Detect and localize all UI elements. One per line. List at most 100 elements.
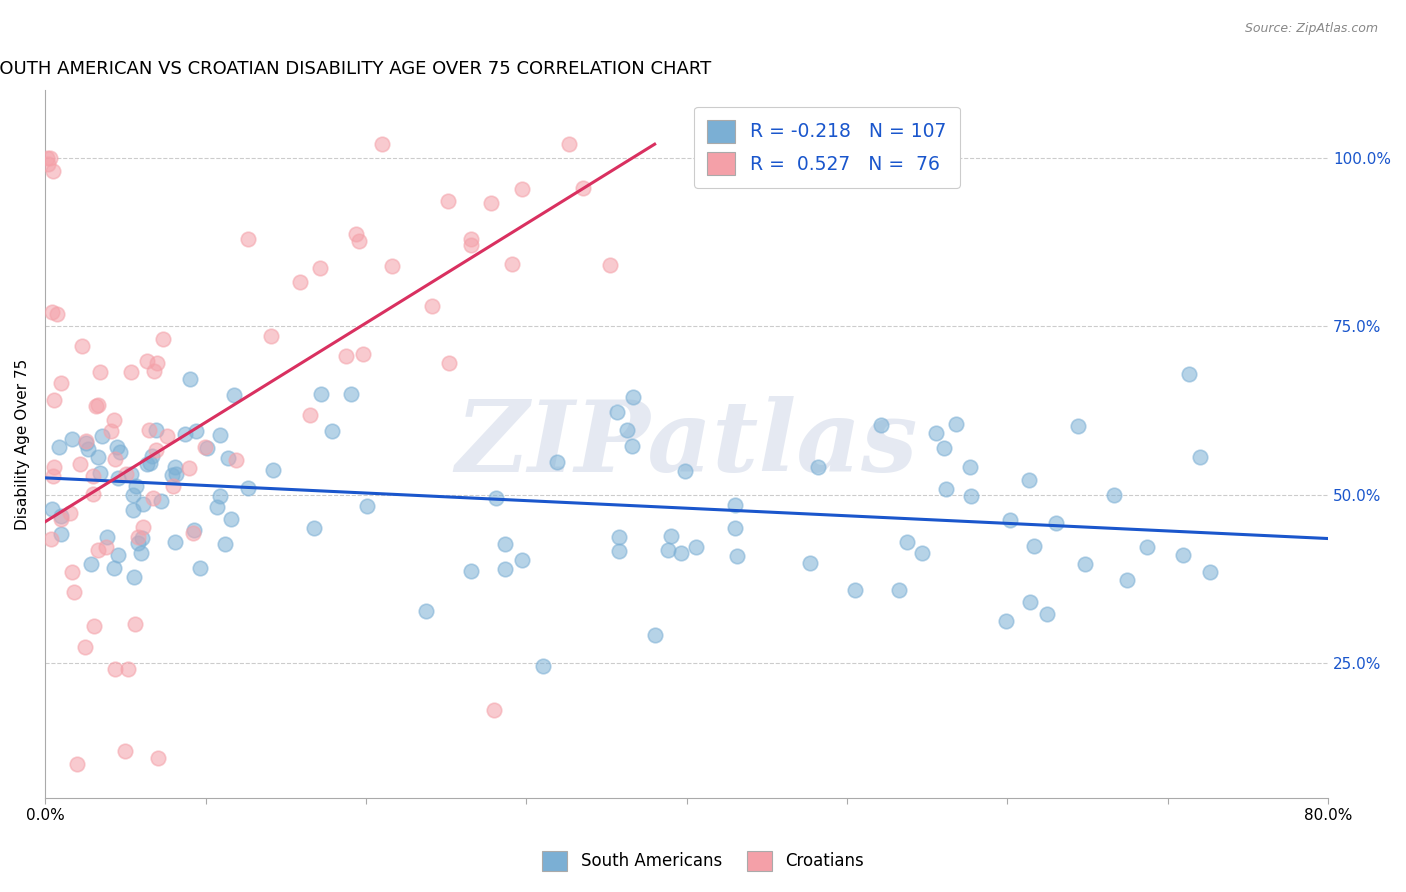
Point [309, 386, 332, 401]
Point [58, 506, 80, 520]
Point [42, 459, 65, 474]
Point [75, 640, 97, 654]
Point [42, 469, 65, 483]
Point [1018, 595, 1040, 609]
Point [152, 332, 174, 346]
Point [87, 543, 110, 558]
Point [163, 460, 186, 475]
Point [460, 237, 482, 252]
Point [420, 300, 443, 314]
Point [49, 376, 72, 391]
Point [188, 560, 211, 574]
Point [1036, 607, 1059, 622]
Point [304, 521, 326, 535]
Point [122, 502, 145, 516]
Point [96, 530, 118, 544]
Text: Source: ZipAtlas.com: Source: ZipAtlas.com [1244, 22, 1378, 36]
Point [107, 470, 129, 484]
Point [501, 257, 523, 271]
Point [66, 757, 89, 772]
Point [100, 424, 122, 438]
Point [352, 347, 374, 361]
Point [145, 443, 167, 458]
Point [669, 547, 692, 561]
Point [120, 467, 142, 482]
Point [62, 585, 84, 599]
Point [83, 618, 105, 632]
Point [657, 543, 679, 558]
Point [114, 467, 136, 481]
Point [1136, 540, 1159, 554]
Point [82, 469, 104, 483]
Point [76, 442, 98, 456]
Point [222, 388, 245, 402]
Point [104, 451, 127, 466]
Point [37, 157, 59, 171]
Point [46, 307, 69, 321]
Point [344, 227, 367, 242]
Point [145, 424, 167, 438]
Point [108, 445, 131, 459]
Point [150, 494, 173, 508]
Point [236, 232, 259, 246]
Point [41, 305, 63, 319]
Point [145, 356, 167, 370]
Point [141, 449, 163, 463]
Point [299, 408, 322, 422]
Point [1189, 450, 1212, 465]
Point [724, 521, 747, 535]
Point [82, 487, 104, 501]
Point [1115, 573, 1137, 587]
Point [599, 259, 621, 273]
Point [1171, 548, 1194, 562]
Point [87, 450, 110, 464]
Point [219, 512, 242, 526]
Point [725, 549, 748, 563]
Point [143, 364, 166, 378]
Point [120, 365, 142, 379]
Point [42, 164, 65, 178]
Point [49, 512, 72, 526]
Point [179, 372, 201, 386]
Point [183, 524, 205, 538]
Point [60, 565, 83, 579]
Point [124, 570, 146, 584]
Point [1178, 368, 1201, 382]
Point [214, 536, 236, 550]
Point [69, 457, 91, 471]
Point [724, 498, 747, 512]
Point [136, 354, 159, 368]
Point [309, 260, 332, 275]
Point [621, 390, 644, 404]
Point [60, 432, 83, 446]
Point [114, 744, 136, 758]
Point [195, 442, 218, 456]
Point [935, 482, 957, 496]
Point [87, 398, 110, 412]
Point [129, 546, 152, 560]
Point [546, 455, 568, 469]
Point [75, 434, 97, 449]
Point [39, 533, 62, 547]
Point [1022, 539, 1045, 553]
Point [844, 583, 866, 598]
Point [86, 399, 108, 413]
Point [607, 530, 630, 544]
Point [807, 459, 830, 474]
Point [122, 488, 145, 502]
Point [103, 561, 125, 575]
Point [799, 556, 821, 570]
Point [1018, 473, 1040, 487]
Y-axis label: Disability Age Over 75: Disability Age Over 75 [15, 359, 30, 530]
Point [460, 231, 482, 245]
Point [127, 535, 149, 549]
Point [131, 497, 153, 511]
Point [49, 527, 72, 541]
Point [371, 137, 394, 152]
Text: SOUTH AMERICAN VS CROATIAN DISABILITY AGE OVER 75 CORRELATION CHART: SOUTH AMERICAN VS CROATIAN DISABILITY AG… [0, 60, 711, 78]
Point [135, 457, 157, 471]
Point [673, 464, 696, 478]
Point [146, 750, 169, 764]
Point [925, 426, 948, 441]
Point [512, 182, 534, 196]
